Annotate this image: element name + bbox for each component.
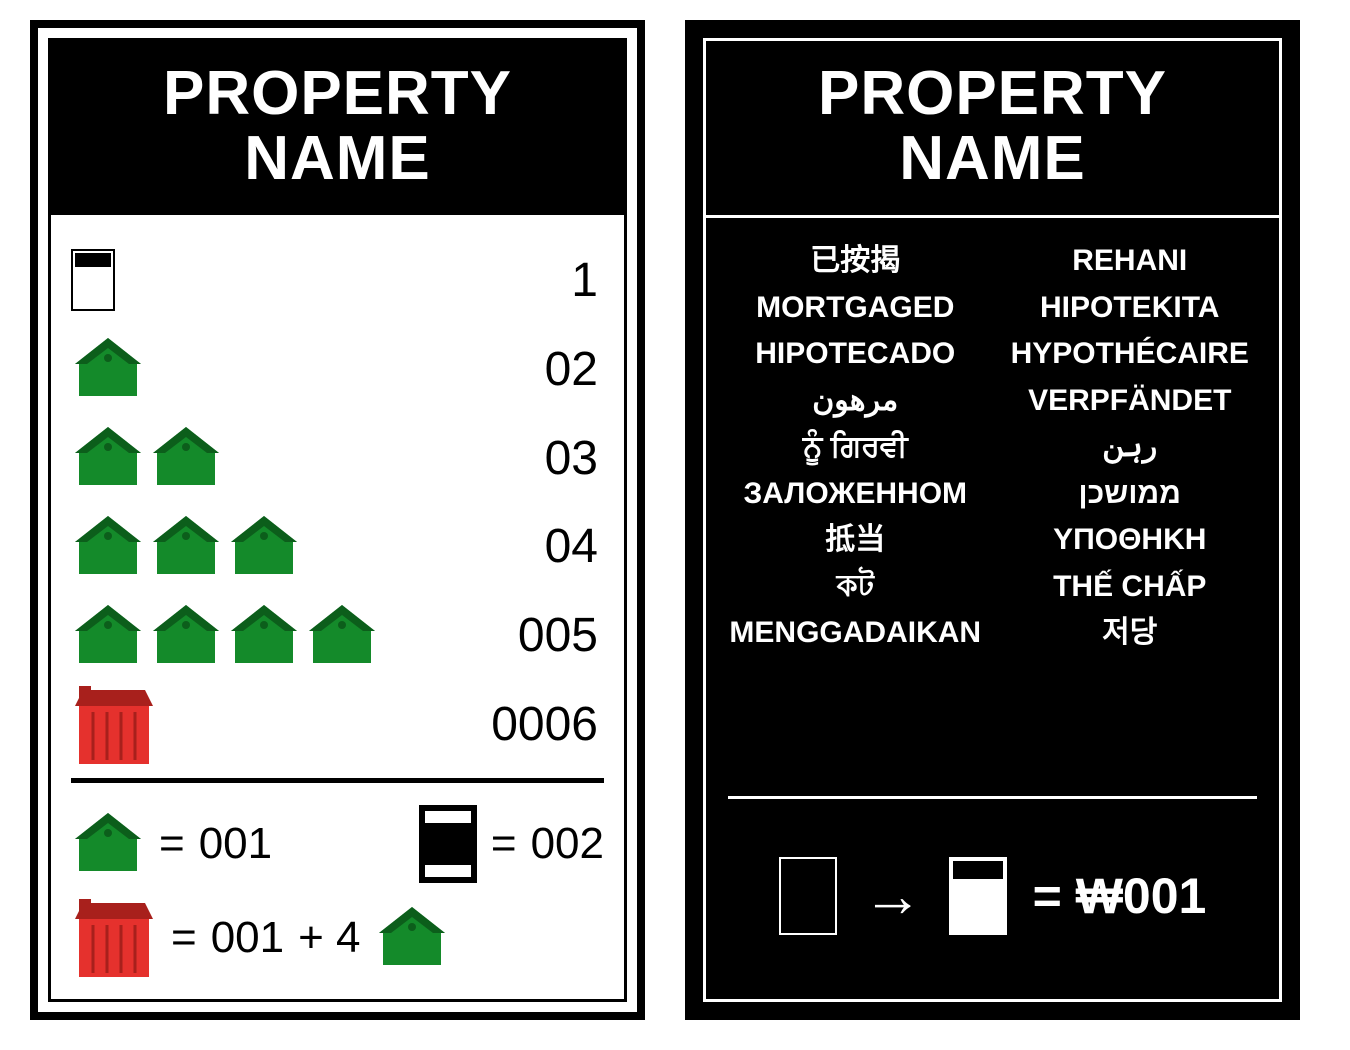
back-title-bar: PROPERTY NAME — [706, 41, 1279, 218]
hotel-icon — [71, 895, 157, 981]
hotel-cost: 001 — [211, 913, 284, 963]
legend-line-2: = 001 + 4 — [71, 895, 604, 981]
equals-sign: = — [159, 819, 185, 869]
hotel-icon — [71, 682, 157, 768]
mortgaged-word: REHANI — [1003, 241, 1258, 282]
mortgaged-word: HYPOTHÉCAIRE — [1003, 334, 1258, 375]
mortgaged-word: 抵当 — [728, 520, 983, 561]
rent-row-1house: 02 — [71, 325, 604, 414]
mortgaged-word: ΥΠΟΘΗΚΗ — [1003, 520, 1258, 561]
house-icon — [149, 603, 223, 669]
rent-value-2house: 03 — [464, 431, 604, 486]
mortgaged-word: MORTGAGED — [728, 288, 983, 329]
mortgaged-word: 已按揭 — [728, 241, 983, 282]
front-title-line1: PROPERTY — [61, 61, 614, 126]
mortgaged-word: 저당 — [1003, 613, 1258, 654]
rent-value-1house: 02 — [464, 342, 604, 397]
house-icon — [305, 603, 379, 669]
house-icon — [71, 603, 145, 669]
house-icon — [149, 514, 223, 580]
rent-value-3house: 04 — [464, 519, 604, 574]
equals-sign: = — [171, 913, 197, 963]
deed-unmortgaged-icon — [949, 857, 1007, 935]
card-inner-frame: PROPERTY NAME 1 02 — [48, 38, 627, 1002]
arrow-right-icon: → — [863, 866, 923, 926]
deed-icon — [71, 249, 115, 311]
house-icon — [71, 514, 145, 580]
mortgaged-word: مرهون — [728, 381, 983, 422]
mortgaged-translations: 已按揭 MORTGAGED HIPOTECADO مرهون ਨੂੰ ਗਿਰਵੀ… — [728, 241, 1257, 799]
house-icon — [227, 603, 301, 669]
rent-value-4house: 005 — [464, 608, 604, 663]
mortgaged-word: THẾ CHẤP — [1003, 567, 1258, 608]
mortgaged-word: HIPOTEKITA — [1003, 288, 1258, 329]
rent-row-3house: 04 — [71, 502, 604, 591]
back-title-line1: PROPERTY — [716, 61, 1269, 126]
unmortgage-price: = ₩001 — [1033, 867, 1207, 925]
rent-table: 1 02 03 — [71, 236, 604, 769]
property-card-front: PROPERTY NAME 1 02 — [30, 20, 645, 1020]
rent-row-2house: 03 — [71, 414, 604, 503]
house-icon — [149, 425, 223, 491]
mortgaged-word: MENGGADAIKAN — [728, 613, 983, 654]
deed-cost: 002 — [531, 819, 604, 869]
legend-line-1: = 001 = 002 — [71, 805, 604, 883]
equals-sign: = — [491, 819, 517, 869]
unmortgage-cost: → = ₩001 — [728, 811, 1257, 981]
front-title-bar: PROPERTY NAME — [51, 41, 624, 215]
deed-mortgaged-icon — [779, 857, 837, 935]
mortgaged-word: HIPOTECADO — [728, 334, 983, 375]
mortgaged-col-right: REHANI HIPOTEKITA HYPOTHÉCAIRE VERPFÄNDE… — [1003, 241, 1258, 786]
mortgaged-col-left: 已按揭 MORTGAGED HIPOTECADO مرهون ਨੂੰ ਗਿਰਵੀ… — [728, 241, 983, 786]
house-icon — [71, 811, 145, 877]
property-card-back: PROPERTY NAME 已按揭 MORTGAGED HIPOTECADO م… — [685, 20, 1300, 1020]
mortgaged-word: VERPFÄNDET — [1003, 381, 1258, 422]
mortgaged-word: ЗАЛОЖЕННОМ — [728, 474, 983, 515]
rent-value-base: 1 — [464, 253, 604, 308]
rent-value-hotel: 0006 — [464, 697, 604, 752]
house-icon — [71, 425, 145, 491]
rent-row-base: 1 — [71, 236, 604, 325]
mortgaged-word: কট — [728, 567, 983, 608]
rent-row-hotel: 0006 — [71, 680, 604, 769]
house-icon — [227, 514, 301, 580]
house-icon — [71, 336, 145, 402]
mortgaged-word: ਨੂੰ ਗਿਰਵੀ — [728, 427, 983, 468]
card-inner-frame: PROPERTY NAME 已按揭 MORTGAGED HIPOTECADO م… — [703, 38, 1282, 1002]
mortgaged-word: رہن — [1003, 427, 1258, 468]
house-cost: 001 — [199, 819, 272, 869]
front-title-line2: NAME — [61, 126, 614, 191]
hotel-plus: + 4 — [298, 913, 360, 963]
mortgaged-word: ממושכן — [1003, 474, 1258, 515]
rent-row-4house: 005 — [71, 591, 604, 680]
build-cost-legend: = 001 = 002 = 001 + 4 — [71, 778, 604, 981]
back-title-line2: NAME — [716, 126, 1269, 191]
deed-set-icon — [419, 805, 477, 883]
house-icon — [375, 905, 449, 971]
